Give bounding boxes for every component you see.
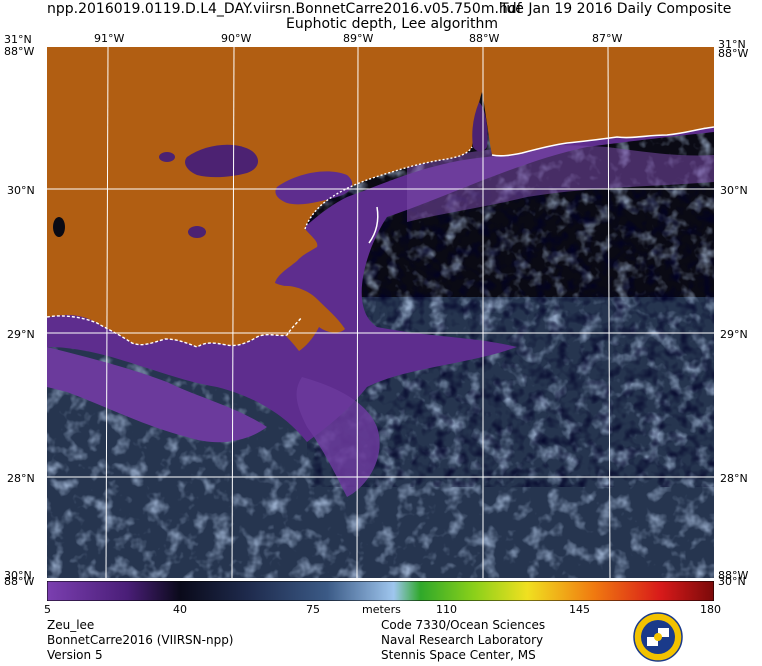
meridian-89w — [356, 47, 359, 578]
lat-label-right-28n: 28°N — [720, 472, 748, 485]
corner-lat-bottom-left: 30°N — [4, 569, 32, 582]
colorbar — [46, 580, 715, 602]
colorbar-units: meters — [362, 603, 401, 616]
lat-label-right-30n: 30°N — [720, 184, 748, 197]
mississippi-delta — [272, 285, 345, 351]
inland-lake-2 — [53, 217, 65, 237]
coastline — [491, 126, 714, 157]
coastline-marsh — [304, 146, 473, 230]
colorbar-tick-75: 75 — [306, 603, 320, 616]
lat-label-left-30n: 30°N — [7, 184, 35, 197]
land-mississippi-alabama — [47, 47, 714, 347]
corner-lat-top-right: 31°N — [718, 38, 746, 51]
colorbar-tick-145: 145 — [569, 603, 590, 616]
org-location: Stennis Space Center, MS — [381, 648, 536, 662]
mobile-bay — [472, 102, 488, 152]
inland-lake — [188, 226, 206, 238]
lon-label-90w: 90°W — [221, 32, 252, 45]
corner-lon-bottom-left: 88°W — [4, 575, 35, 588]
dataset-name: BonnetCarre2016 (VIIRSN-npp) — [47, 633, 234, 647]
lake-pontchartrain — [185, 144, 259, 178]
lon-label-89w: 89°W — [343, 32, 374, 45]
date-title: Tue Jan 19 2016 Daily Composite — [500, 1, 732, 17]
corner-lon-bottom-right: 88°W — [718, 569, 749, 582]
corner-lon-top-right: 88°W — [718, 47, 749, 60]
lat-label-left-29n: 29°N — [7, 328, 35, 341]
euphotic-depth-map — [47, 47, 714, 578]
org-code: Code 7330/Ocean Sciences — [381, 618, 546, 632]
plume-lighter — [407, 145, 714, 222]
corner-lat-top-left: 31°N — [4, 33, 32, 46]
lon-label-91w: 91°W — [94, 32, 125, 45]
meridian-90w — [231, 47, 235, 578]
product-title: Euphotic depth, Lee algorithm — [286, 16, 499, 32]
org-name: Naval Research Laboratory — [381, 633, 544, 647]
colorbar-tick-5: 5 — [44, 603, 51, 616]
lake-maurepas — [159, 152, 175, 162]
meridian-91w — [105, 47, 109, 578]
corner-lat-bottom-right: 30°N — [718, 575, 746, 588]
file-name: npp.2016019.0119.D.L4_DAY.viirsn.BonnetC… — [47, 1, 522, 17]
lat-label-left-28n: 28°N — [7, 472, 35, 485]
meridian-87w — [607, 47, 611, 578]
version-label: Version 5 — [47, 648, 103, 662]
corner-lon-top-left: 88°W — [4, 45, 35, 58]
lon-label-88w: 88°W — [469, 32, 500, 45]
product-code: Zeu_lee — [47, 618, 95, 632]
nrl-seal-icon — [633, 612, 683, 662]
plume-south — [296, 377, 380, 497]
plume-southwest — [47, 347, 267, 443]
graticule — [47, 47, 714, 578]
lon-label-87w: 87°W — [592, 32, 623, 45]
colorbar-gradient — [46, 580, 715, 602]
coastline-west — [47, 315, 303, 348]
colorbar-tick-180: 180 — [700, 603, 721, 616]
nearshore-turbid-water — [47, 107, 714, 442]
colorbar-tick-40: 40 — [173, 603, 187, 616]
colorbar-tick-110: 110 — [436, 603, 457, 616]
chandeleur-islands — [368, 206, 379, 244]
lat-label-right-29n: 29°N — [720, 328, 748, 341]
